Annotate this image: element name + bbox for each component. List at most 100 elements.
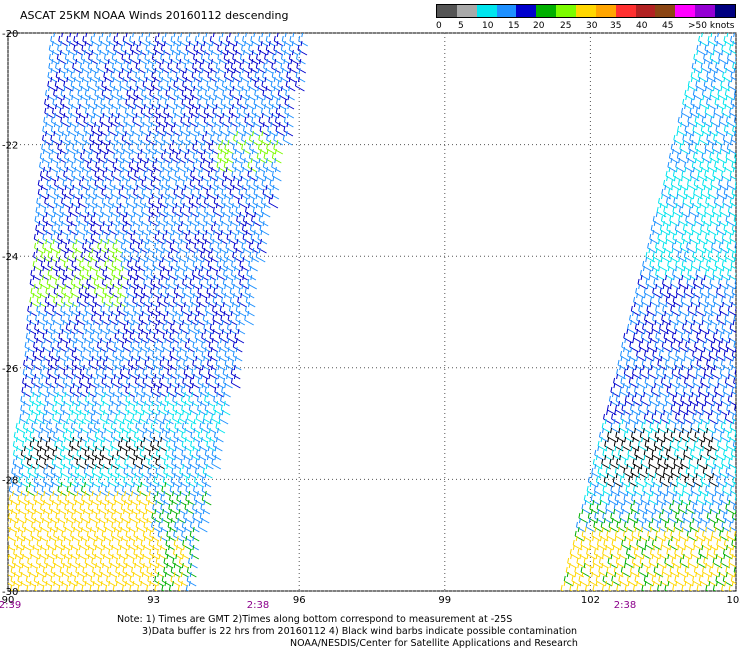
wind-barb <box>97 121 108 137</box>
wind-barb <box>101 373 112 389</box>
wind-barb <box>734 467 736 475</box>
wind-barb <box>613 499 624 515</box>
wind-barb <box>239 67 249 83</box>
wind-barb <box>698 481 708 497</box>
wind-barb <box>142 364 153 380</box>
wind-barb <box>682 94 692 110</box>
wind-barb <box>619 382 630 398</box>
wind-barb <box>97 571 108 587</box>
wind-barb <box>105 580 111 591</box>
wind-barb <box>664 454 674 470</box>
wind-barb <box>623 517 634 533</box>
wind-barb <box>676 373 686 389</box>
wind-barb <box>214 382 225 398</box>
wind-barb <box>69 175 80 191</box>
wind-barb <box>84 454 95 470</box>
wind-barb <box>188 193 199 209</box>
longitude-label: 93 <box>147 595 160 606</box>
wind-barb <box>606 526 617 542</box>
wind-barb <box>264 49 274 65</box>
wind-barb <box>137 481 147 497</box>
wind-barb <box>201 346 212 362</box>
wind-barb <box>80 346 91 362</box>
wind-barb <box>610 382 621 398</box>
wind-barb <box>177 238 188 254</box>
wind-barb <box>184 346 195 362</box>
wind-barb <box>133 544 144 560</box>
wind-barb <box>99 463 110 479</box>
wind-barb <box>634 319 645 335</box>
wind-barb <box>42 472 53 488</box>
wind-barb <box>157 85 168 101</box>
wind-barb <box>219 211 230 227</box>
wind-barb <box>207 49 218 65</box>
wind-barb <box>117 373 128 389</box>
wind-barb <box>88 238 99 254</box>
wind-barb <box>241 130 251 146</box>
wind-barb <box>245 85 256 101</box>
wind-barb <box>717 373 728 389</box>
wind-barb <box>134 382 145 398</box>
wind-barb <box>175 364 185 380</box>
wind-barb <box>231 355 242 371</box>
wind-barb <box>695 103 706 119</box>
wind-barb <box>134 364 145 380</box>
wind-barb <box>140 544 150 560</box>
wind-barb <box>190 166 200 182</box>
wind-barb <box>137 139 147 155</box>
wind-barb <box>295 67 306 83</box>
wind-barb <box>728 580 734 591</box>
wind-barb <box>273 130 284 146</box>
wind-barb <box>150 418 161 434</box>
wind-barb <box>241 139 251 155</box>
wind-barb <box>650 220 661 236</box>
wind-barb <box>121 580 127 591</box>
wind-barb <box>247 166 258 182</box>
wind-barb <box>102 166 113 182</box>
legend-swatch <box>476 5 497 17</box>
wind-barb <box>78 67 89 83</box>
wind-barb <box>133 85 144 101</box>
wind-barb <box>76 292 87 308</box>
wind-barb <box>177 328 188 344</box>
wind-barb <box>147 454 158 470</box>
wind-barb <box>48 481 59 497</box>
wind-barb <box>594 481 604 497</box>
wind-barb <box>103 148 114 164</box>
latitude-label: -26 <box>2 364 18 375</box>
wind-barb <box>189 274 200 290</box>
wind-barb <box>677 175 688 191</box>
wind-barb <box>227 220 237 236</box>
wind-barb <box>147 301 158 317</box>
wind-barb <box>691 58 702 74</box>
wind-barb <box>217 229 228 245</box>
wind-barb <box>206 175 217 191</box>
wind-barb <box>671 328 682 344</box>
wind-barb <box>239 274 249 290</box>
wind-barb <box>633 328 643 344</box>
wind-barb <box>12 436 23 452</box>
wind-barb <box>17 580 23 591</box>
wind-barb <box>22 364 33 380</box>
wind-barb <box>35 220 45 236</box>
wind-barb <box>20 535 31 551</box>
wind-barb <box>25 481 36 497</box>
wind-barb <box>91 301 102 317</box>
wind-barb <box>44 544 55 560</box>
wind-barb <box>55 247 66 263</box>
wind-barb <box>57 472 68 488</box>
wind-barb <box>218 409 229 425</box>
wind-barb <box>188 103 199 119</box>
wind-barb <box>665 418 676 434</box>
wind-barb <box>85 193 95 209</box>
wind-barb <box>167 517 178 533</box>
wind-barb <box>232 337 243 353</box>
wind-barb <box>126 517 136 533</box>
wind-barb <box>26 310 37 326</box>
wind-barb <box>69 400 79 416</box>
wind-barb <box>598 427 609 443</box>
wind-barb <box>722 157 733 173</box>
wind-barb <box>246 175 256 191</box>
wind-barb <box>59 319 70 335</box>
wind-barb <box>121 139 132 155</box>
